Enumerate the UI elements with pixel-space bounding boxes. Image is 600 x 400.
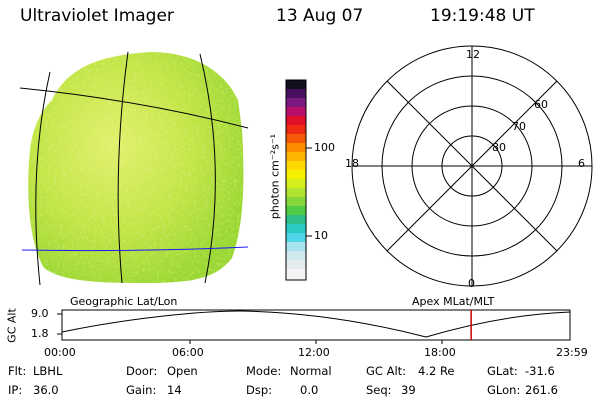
orbit-xtick-0000: 00:00 [44, 346, 76, 359]
mlat-label-80: 80 [492, 141, 506, 154]
colorbar-tick-10: 10 [314, 229, 328, 242]
colorbar-tick-100: 100 [314, 141, 335, 154]
status-gcalt-label: GC Alt: [366, 364, 407, 378]
status-dsp-value: 0.0 [300, 383, 319, 397]
status-seq-label: Seq: [366, 383, 392, 397]
orbit-xtick-0600: 06:00 [172, 346, 204, 359]
status-glon-label: GLon: [487, 383, 521, 397]
orbit-ytick-high: 9.0 [31, 307, 49, 320]
status-gcalt-value: 4.2 Re [418, 364, 455, 378]
app-title: Ultraviolet Imager [20, 6, 174, 26]
mlt-label-18: 18 [345, 157, 359, 170]
orbit-altitude-line [61, 310, 571, 338]
status-ip-label: IP: [8, 383, 23, 397]
mlt-label-6: 6 [578, 157, 585, 170]
mlt-label-12: 12 [466, 48, 480, 61]
mlt-label-0: 0 [468, 277, 475, 290]
mlat-label-70: 70 [512, 120, 526, 133]
orbit-ylabel: GC Alt [5, 308, 19, 343]
orbit-xtick-2359: 23:59 [556, 346, 588, 359]
status-dsp-label: Dsp: [246, 383, 273, 397]
status-seq-value: 39 [401, 383, 416, 397]
right-panel-caption: Apex MLat/MLT [412, 295, 495, 308]
status-glat-value: -31.6 [525, 364, 555, 378]
colorbar-unit-label: photon cm⁻²s⁻¹ [268, 133, 282, 220]
status-flt-value: LBHL [33, 364, 63, 378]
status-mode-value: Normal [290, 364, 332, 378]
left-panel-caption: Geographic Lat/Lon [70, 295, 178, 308]
status-flt-label: Flt: [8, 364, 27, 378]
mlat-label-60: 60 [534, 98, 548, 111]
geographic-equator-line [21, 246, 249, 252]
status-gain-label: Gain: [126, 383, 157, 397]
orbit-xtick-1200: 12:00 [298, 346, 330, 359]
header-date: 13 Aug 07 [276, 6, 364, 26]
polar-plot [351, 45, 593, 287]
status-ip-value: 36.0 [33, 383, 59, 397]
status-glon-value: 261.6 [525, 383, 558, 397]
uv-disk-image [28, 52, 244, 283]
status-glat-label: GLat: [487, 364, 518, 378]
orbit-panel [57, 309, 571, 344]
geographic-grid [19, 51, 249, 286]
status-door-value: Open [167, 364, 198, 378]
status-gain-value: 14 [167, 383, 182, 397]
orbit-xtick-1800: 18:00 [424, 346, 456, 359]
color-bar [285, 79, 312, 281]
header-time: 19:19:48 UT [430, 6, 535, 26]
status-door-label: Door: [126, 364, 158, 378]
status-mode-label: Mode: [246, 364, 282, 378]
orbit-ytick-low: 1.8 [31, 327, 49, 340]
